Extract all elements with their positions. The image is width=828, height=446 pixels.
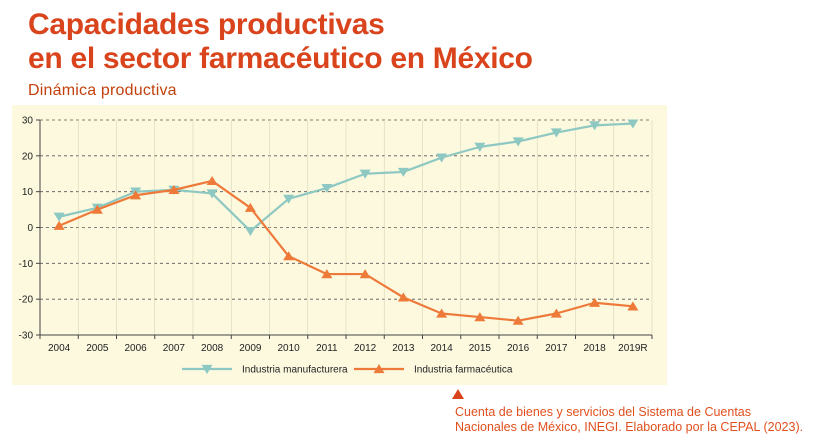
x-tick-label: 2019R: [618, 343, 647, 354]
data-point: [474, 142, 486, 152]
legend-swatch-marker: [201, 364, 213, 374]
y-tick-label: 10: [22, 187, 34, 198]
slide-title-line-2: en el sector farmacéutico en México: [28, 42, 533, 75]
x-tick-label: 2013: [392, 343, 415, 354]
x-tick-label: 2008: [201, 343, 224, 354]
data-point: [53, 220, 65, 230]
source-line-1: Cuenta de bienes y servicios del Sistema…: [455, 405, 751, 419]
x-tick-label: 2007: [163, 343, 186, 354]
series-pharma: [53, 175, 639, 325]
data-point: [168, 184, 180, 194]
x-tick-label: 2018: [584, 343, 607, 354]
legend-label: Industria farmacéutica: [414, 365, 513, 376]
data-point: [321, 183, 333, 194]
x-tick-label: 2009: [239, 343, 262, 354]
legend-item-pharma: Industria farmacéutica: [354, 364, 513, 376]
data-point: [589, 121, 601, 131]
data-point: [397, 167, 409, 177]
x-tick-label: 2011: [316, 343, 338, 354]
data-point: [550, 308, 562, 318]
series-line: [58, 179, 633, 322]
section-heading: Dinámica productiva: [28, 82, 177, 99]
data-point: [359, 269, 371, 279]
data-point: [130, 190, 142, 200]
x-tick-label: 2016: [507, 343, 530, 354]
chart-series: [53, 119, 639, 325]
y-tick-label: 20: [22, 151, 34, 162]
chart-panel: 30 20 10 0 -10 -20 -30 2004 2005 2006 2007 2008 2009…: [12, 105, 667, 385]
x-tick-label: 2006: [125, 343, 148, 354]
y-tick-label: -30: [19, 331, 34, 342]
data-point: [397, 292, 409, 302]
legend-swatch-marker: [373, 364, 385, 374]
source-note: Cuenta de bienes y servicios del Sistema…: [455, 405, 825, 435]
data-point: [359, 169, 371, 179]
data-point: [244, 226, 256, 237]
slide-title-line-1: Capacidades productivas: [28, 8, 385, 41]
data-point: [53, 212, 65, 222]
legend-item-manufacturing: Industria manufacturera: [182, 365, 348, 376]
x-tick-label: 2005: [86, 343, 109, 354]
data-point: [91, 204, 103, 214]
x-tick-label: 2004: [48, 343, 71, 354]
y-tick-label: 0: [27, 223, 33, 234]
data-point: [474, 312, 486, 322]
slide-title: Capacidades productivas en el sector far…: [28, 8, 533, 76]
chart-legend: Industria manufacturera Industria farmacé…: [182, 364, 513, 376]
data-point: [627, 301, 639, 311]
data-point: [589, 297, 601, 307]
data-point: [436, 308, 448, 318]
x-tick-label: 2012: [354, 343, 377, 354]
triangle-marker-icon: [452, 389, 464, 399]
data-point: [283, 194, 295, 204]
x-tick-label: 2010: [278, 343, 301, 354]
x-tick-label: 2014: [431, 343, 454, 354]
y-tick-label: -20: [19, 295, 34, 306]
data-point: [550, 128, 562, 138]
x-tick-label: 2017: [545, 343, 568, 354]
data-point: [436, 153, 448, 163]
data-point: [512, 137, 524, 147]
y-tick-label: -10: [19, 259, 34, 270]
data-point: [627, 119, 639, 129]
data-point: [206, 189, 218, 199]
data-point: [206, 175, 218, 186]
chart-grid: [39, 119, 653, 336]
x-tick-label: 2015: [469, 343, 492, 354]
y-tick-label: 30: [22, 116, 34, 127]
data-point: [321, 269, 333, 279]
data-point: [244, 202, 256, 212]
source-line-2: Nacionales de México, INEGI. Elaborado p…: [455, 420, 804, 434]
legend-label: Industria manufacturera: [242, 365, 348, 376]
data-point: [512, 315, 524, 325]
series-manufacturing: [53, 119, 639, 237]
series-line: [58, 122, 633, 233]
data-point: [283, 251, 295, 261]
